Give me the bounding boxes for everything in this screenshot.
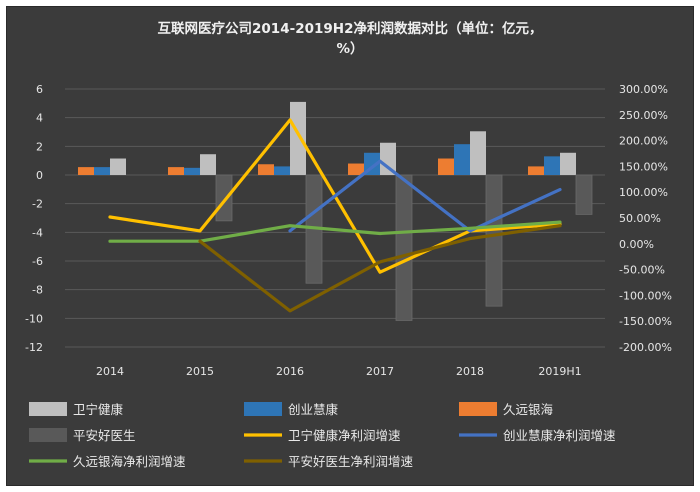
grid-lines (65, 88, 605, 348)
y-left-tick-label: 4 (36, 112, 43, 125)
bar-久远银海 (258, 164, 274, 175)
legend-swatch (29, 402, 67, 416)
y-left-tick-label: -2 (32, 198, 43, 211)
legend-label: 久远银海净利润增速 (73, 454, 186, 469)
y-right-tick-label: -200.00% (619, 341, 672, 354)
bar-卫宁健康 (290, 101, 306, 175)
legend-label: 平安好医生 (73, 428, 136, 443)
line-series (108, 118, 562, 313)
line-平安好医生净利润增速 (198, 224, 562, 313)
chart-title-line: 互联网医疗公司2014-2019H2净利润数据对比（单位：亿元， (158, 20, 543, 37)
legend-label: 创业慧康 (288, 402, 339, 417)
y-left-tick-label: 0 (36, 169, 43, 182)
legend-swatch (244, 402, 282, 416)
legend-label: 卫宁健康 (73, 402, 124, 417)
y-right-tick-label: -150.00% (619, 315, 672, 328)
bar-平安好医生 (485, 174, 503, 307)
y-right-tick-label: 250.00% (619, 109, 668, 122)
legend-swatch (459, 402, 497, 416)
bar-平安好医生 (395, 174, 413, 321)
y-right-tick-label: 100.00% (619, 186, 668, 199)
line-创业慧康净利润增速 (288, 159, 562, 233)
bar-卫宁健康 (470, 131, 486, 175)
bar-久远银海 (438, 158, 454, 175)
bar-创业慧康 (274, 166, 290, 175)
bar-平安好医生 (575, 174, 593, 215)
y-left-tick-label: -4 (32, 226, 43, 239)
bar-创业慧康 (544, 156, 560, 175)
legend-swatch (29, 428, 67, 442)
line-久远银海净利润增速 (108, 220, 562, 243)
bar-平安好医生 (215, 174, 233, 222)
x-tick-label: 2018 (456, 365, 484, 378)
bar-创业慧康 (454, 144, 470, 175)
y-left-tick-label: 6 (36, 83, 43, 96)
x-tick-label: 2017 (366, 365, 394, 378)
y-right-tick-label: 150.00% (619, 160, 668, 173)
chart-title: 互联网医疗公司2014-2019H2净利润数据对比（单位：亿元， %） (158, 20, 543, 57)
chart-frame: 6 4 2 0 -2 -4 -6 -8 -10 -12 300.00% 250.00% 200.00% 1… (6, 6, 694, 486)
legend-label: 久远银海 (503, 402, 554, 417)
bar-卫宁健康 (200, 154, 216, 175)
bar-卫宁健康 (110, 158, 126, 175)
y-right-tick-label: 300.00% (619, 83, 668, 96)
y-left-tick-label: -10 (25, 312, 43, 325)
bar-久远银海 (528, 166, 544, 175)
legend-label: 卫宁健康净利润增速 (288, 428, 401, 443)
bar-久远银海 (168, 167, 184, 175)
axis-ticks: 6 4 2 0 -2 -4 -6 -8 -10 -12 300.00% 250.00% 200.00% 1… (25, 83, 672, 378)
chart-title-line: %） (336, 41, 363, 57)
bar-久远银海 (78, 167, 94, 175)
legend-label: 平安好医生净利润增速 (288, 454, 414, 469)
y-left-tick-label: 2 (36, 140, 43, 153)
y-left-tick-label: -12 (25, 341, 43, 354)
y-left-tick-label: -8 (32, 284, 43, 297)
bar-卫宁健康 (380, 142, 396, 175)
y-right-tick-label: 0.00% (619, 238, 654, 251)
x-tick-label: 2016 (276, 365, 304, 378)
bar-创业慧康 (94, 167, 110, 175)
y-right-tick-label: -100.00% (619, 289, 672, 302)
x-tick-label: 2015 (186, 365, 214, 378)
y-right-tick-label: 50.00% (619, 212, 661, 225)
y-left-tick-label: -6 (32, 255, 43, 268)
bar-series (78, 101, 593, 321)
legend-label: 创业慧康净利润增速 (503, 428, 616, 443)
bar-卫宁健康 (560, 152, 576, 175)
x-tick-label: 2014 (96, 365, 124, 378)
y-right-tick-label: 200.00% (619, 135, 668, 148)
chart-canvas: 6 4 2 0 -2 -4 -6 -8 -10 -12 300.00% 250.00% 200.00% 1… (25, 20, 672, 469)
y-right-tick-label: -50.00% (619, 264, 665, 277)
bar-久远银海 (348, 163, 364, 175)
x-tick-label: 2019H1 (538, 365, 581, 378)
bar-创业慧康 (184, 167, 200, 175)
